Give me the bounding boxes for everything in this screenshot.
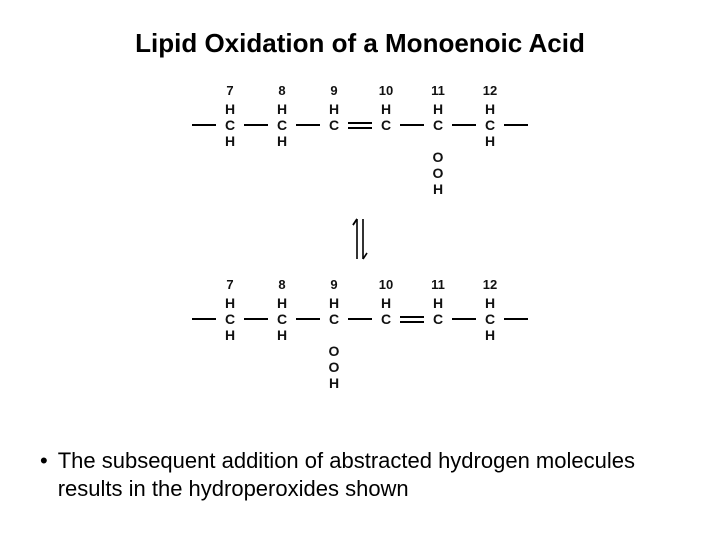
single-bond [502, 117, 530, 133]
carbon-11: 11HC [426, 277, 450, 391]
carbon-9: 9HC [322, 83, 346, 197]
single-bond [294, 117, 322, 133]
single-bond [502, 311, 530, 327]
carbon-10: 10HC [374, 83, 398, 197]
carbon-12: 12HCH [478, 277, 502, 391]
chain-top: 7HCH 8HCH 9HC 10HC 11HC OOH 12HCH [130, 83, 590, 197]
carbon-8: 8HCH [270, 83, 294, 197]
bullet-marker: • [40, 447, 48, 502]
carbon-7: 7HCH [218, 83, 242, 197]
single-bond [450, 117, 478, 133]
single-bond [398, 117, 426, 133]
chain-diagram: 7HCH 8HCH 9HC 10HC 11HC OOH 12HCH 7HCH 8H… [130, 83, 590, 391]
single-bond [190, 311, 218, 327]
single-bond [242, 311, 270, 327]
double-bond [346, 117, 374, 133]
single-bond [242, 117, 270, 133]
single-bond [346, 311, 374, 327]
single-bond [294, 311, 322, 327]
single-bond [450, 311, 478, 327]
single-bond [190, 117, 218, 133]
carbon-8: 8HCH [270, 277, 294, 391]
double-bond [398, 311, 426, 327]
carbon-11: 11HC OOH [426, 83, 450, 197]
equilibrium-arrows [130, 215, 590, 263]
bullet-text: The subsequent addition of abstracted hy… [58, 447, 680, 502]
chain-bottom: 7HCH 8HCH 9HC OOH 10HC 11HC 12HCH [130, 277, 590, 391]
page-title: Lipid Oxidation of a Monoenoic Acid [40, 28, 680, 59]
bullet-point: • The subsequent addition of abstracted … [40, 447, 680, 502]
carbon-12: 12HCH [478, 83, 502, 197]
carbon-7: 7HCH [218, 277, 242, 391]
carbon-9: 9HC OOH [322, 277, 346, 391]
carbon-10: 10HC [374, 277, 398, 391]
